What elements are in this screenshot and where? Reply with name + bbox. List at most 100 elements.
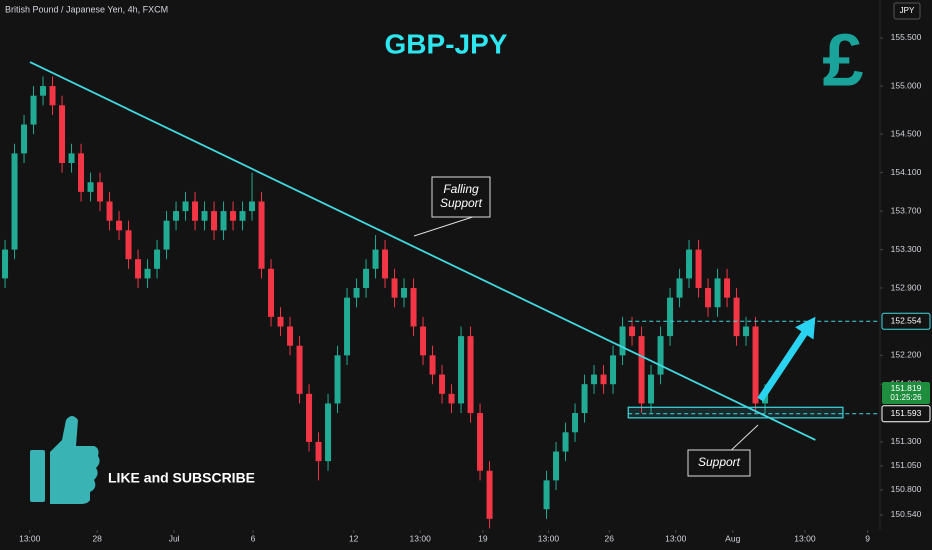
candle-body bbox=[163, 220, 170, 250]
last-price: 151.819 bbox=[891, 383, 922, 393]
x-tick-label: Jul bbox=[169, 533, 180, 543]
candle-body bbox=[211, 211, 218, 231]
candle-body bbox=[173, 211, 180, 221]
candle-body bbox=[201, 211, 208, 221]
y-tick-label: 150.540 bbox=[891, 509, 922, 519]
x-tick-label: Aug bbox=[725, 533, 740, 543]
candle-body bbox=[752, 326, 759, 404]
thumb-icon bbox=[30, 416, 100, 504]
candle-body bbox=[125, 230, 132, 260]
candle-body bbox=[268, 268, 275, 317]
candle-body bbox=[581, 384, 588, 414]
y-tick-label: 155.000 bbox=[891, 80, 922, 90]
price-tag: 152.554 bbox=[891, 316, 922, 326]
candle-body bbox=[448, 393, 455, 404]
chart-title: GBP-JPY bbox=[385, 28, 508, 59]
candle-body bbox=[619, 326, 626, 356]
support-zone bbox=[627, 406, 844, 419]
y-tick-label: 154.500 bbox=[891, 128, 922, 138]
candle-body bbox=[686, 249, 693, 279]
candle-body bbox=[40, 86, 47, 96]
candle-body bbox=[477, 413, 484, 471]
callout-text: Support bbox=[440, 196, 483, 210]
candle-body bbox=[372, 249, 379, 269]
candle-body bbox=[695, 249, 702, 289]
candle-body bbox=[106, 201, 113, 221]
candle-body bbox=[486, 470, 493, 519]
candle-body bbox=[543, 480, 550, 510]
y-tick-label: 155.500 bbox=[891, 32, 922, 42]
y-tick-label: 153.300 bbox=[891, 244, 922, 254]
candle-body bbox=[353, 288, 360, 298]
x-tick-label: 13:00 bbox=[794, 533, 816, 543]
candle-body bbox=[591, 374, 598, 385]
candle-body bbox=[220, 211, 227, 231]
y-tick-label: 154.100 bbox=[891, 167, 922, 177]
x-tick-label: 26 bbox=[605, 533, 615, 543]
candle-body bbox=[68, 153, 75, 164]
price-tag: 151.593 bbox=[891, 408, 922, 418]
price-tag-box bbox=[881, 312, 931, 330]
x-tick-label: 9 bbox=[865, 533, 870, 543]
candle-body bbox=[334, 355, 341, 404]
candle-body bbox=[2, 249, 9, 279]
callout-text: Falling bbox=[443, 182, 479, 196]
candle-body bbox=[439, 374, 446, 394]
candle-body bbox=[97, 182, 104, 202]
candle-body bbox=[429, 355, 436, 375]
candle-body bbox=[344, 297, 351, 356]
candle-body bbox=[315, 441, 322, 462]
price-tag-box bbox=[881, 405, 931, 423]
candle-body bbox=[638, 336, 645, 404]
candle-body bbox=[714, 278, 721, 308]
candle-body bbox=[116, 220, 123, 231]
y-tick-label: 150.800 bbox=[891, 484, 922, 494]
x-tick-label: 13:00 bbox=[19, 533, 41, 543]
candle-body bbox=[239, 211, 246, 221]
candle-body bbox=[553, 451, 560, 481]
candle-body bbox=[192, 201, 199, 221]
currency: JPY bbox=[900, 6, 915, 15]
y-tick-label: 151.300 bbox=[891, 436, 922, 446]
candle-body bbox=[154, 249, 161, 269]
candle-body bbox=[11, 153, 18, 250]
candle-body bbox=[648, 374, 655, 404]
countdown: 01:25:26 bbox=[890, 393, 922, 402]
currency-box bbox=[893, 2, 921, 20]
candle-body bbox=[30, 95, 37, 125]
candle-body bbox=[600, 374, 607, 385]
x-tick-label: 13:00 bbox=[410, 533, 432, 543]
candle-body bbox=[401, 288, 408, 298]
candle-body bbox=[144, 268, 151, 279]
candle-body bbox=[629, 326, 636, 337]
candle-body bbox=[657, 336, 664, 375]
callout-box bbox=[413, 176, 491, 237]
x-tick-label: 13:00 bbox=[665, 533, 687, 543]
candle-body bbox=[363, 268, 370, 289]
candle-body bbox=[306, 393, 313, 442]
candle-body bbox=[135, 259, 142, 279]
arrow-head bbox=[795, 316, 816, 340]
x-tick-label: 12 bbox=[349, 533, 359, 543]
y-tick-label: 152.900 bbox=[891, 282, 922, 292]
candle-body bbox=[277, 316, 284, 327]
candle-body bbox=[249, 201, 256, 212]
candle-body bbox=[325, 403, 332, 462]
candle-body bbox=[296, 345, 303, 394]
x-tick-label: 28 bbox=[92, 533, 102, 543]
candle-body bbox=[733, 297, 740, 337]
candle-body bbox=[562, 432, 569, 452]
symbol-label: British Pound / Japanese Yen, 4h, FXCM bbox=[5, 4, 168, 14]
x-tick-label: 13:00 bbox=[538, 533, 560, 543]
candle-body bbox=[724, 278, 731, 298]
callout-text: Support bbox=[698, 455, 741, 469]
promo-text: LIKE and SUBSCRIBE bbox=[108, 470, 255, 486]
pound-icon: £ bbox=[822, 19, 863, 102]
candle-body bbox=[21, 124, 28, 154]
candle-body bbox=[667, 297, 674, 337]
y-tick-label: 152.200 bbox=[891, 350, 922, 360]
candle-body bbox=[382, 249, 389, 279]
candle-body bbox=[287, 326, 294, 346]
